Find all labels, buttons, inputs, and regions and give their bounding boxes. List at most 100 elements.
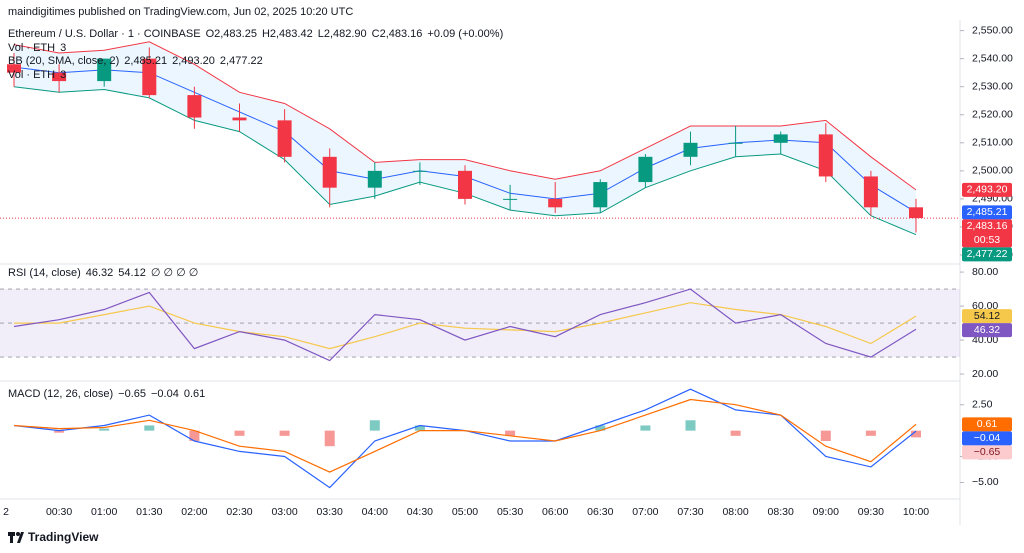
- x-tick-label: 04:30: [407, 506, 433, 518]
- price-badge: [962, 445, 1012, 460]
- candle-body: [683, 142, 698, 157]
- legend-text: 0.61: [184, 388, 205, 400]
- macd-histogram-bar: [234, 430, 245, 436]
- x-tick-label: 08:00: [722, 506, 748, 518]
- legend-text: 2,485.21: [124, 55, 167, 67]
- candle-body: [52, 72, 67, 82]
- legend-text: ∅ ∅ ∅ ∅: [151, 267, 199, 279]
- candle-body: [322, 156, 337, 188]
- macd-histogram-bar: [595, 425, 606, 431]
- price-badge-label: −0.65: [974, 446, 1001, 458]
- candle-body: [187, 95, 202, 118]
- legend-text: 2,477.22: [220, 55, 263, 67]
- x-tick-label: 02:00: [181, 506, 207, 518]
- legend-text: 3: [60, 42, 66, 54]
- price-badge: [962, 247, 1012, 262]
- legend-text: −0.65: [118, 388, 146, 400]
- legend-text: −0.04: [151, 388, 179, 400]
- price-badge-label: 54.12: [974, 310, 1000, 322]
- legend-text: +0.09 (+0.00%): [427, 28, 503, 40]
- legend-text: Ethereum / U.S. Dollar · 1 · COINBASE: [8, 28, 201, 40]
- candle-body: [412, 170, 427, 172]
- macd-histogram-bar: [324, 430, 335, 447]
- x-tick-label: 07:30: [677, 506, 703, 518]
- bollinger-line: [13, 41, 917, 191]
- publisher-header: maindigitimes published on TradingView.c…: [8, 6, 353, 18]
- candle-body: [728, 142, 743, 144]
- x-tick-label: 05:00: [452, 506, 478, 518]
- x-tick-label: 00:30: [46, 506, 72, 518]
- x-tick-label: 06:30: [587, 506, 613, 518]
- x-tick-label: 2: [3, 506, 9, 518]
- y-tick-label: 2,510.00: [972, 137, 1013, 149]
- y-tick-label: 2,520.00: [972, 109, 1013, 121]
- price-badge-label: 2,483.16: [967, 220, 1008, 232]
- y-tick-label: 2.50: [972, 399, 993, 411]
- legend-text: Vol · ETH: [8, 69, 55, 81]
- macd-histogram-bar: [865, 430, 876, 436]
- y-tick-label: 2,550.00: [972, 24, 1013, 36]
- x-tick-label: 07:00: [632, 506, 658, 518]
- y-tick-label: 2,530.00: [972, 80, 1013, 92]
- y-tick-label: 60.00: [972, 300, 998, 312]
- macd-histogram-bar: [730, 430, 741, 436]
- candle-body: [593, 182, 608, 208]
- candle-body: [232, 117, 247, 121]
- price-badge-label: 00:53: [974, 234, 1000, 246]
- macd-histogram-bar: [54, 430, 65, 433]
- x-tick-label: 01:00: [91, 506, 117, 518]
- legend-text: Vol · ETH: [8, 42, 55, 54]
- x-tick-label: 09:00: [813, 506, 839, 518]
- price-badge: [962, 205, 1012, 220]
- candle-body: [909, 207, 923, 219]
- macd-line: [13, 398, 917, 473]
- legend-text: 2,493.20: [172, 55, 215, 67]
- x-tick-label: 06:00: [542, 506, 568, 518]
- legend-text: 54.12: [118, 267, 146, 279]
- x-tick-label: 02:30: [226, 506, 252, 518]
- y-tick-label: 20.00: [972, 368, 998, 380]
- price-badge: [962, 182, 1012, 197]
- candle-body: [548, 198, 563, 208]
- candle-body: [773, 134, 788, 143]
- y-tick-label: −5.00: [972, 476, 999, 488]
- price-badge: [962, 431, 1012, 446]
- price-badge-label: 0.61: [977, 418, 998, 430]
- candle-body: [97, 58, 112, 82]
- macd-histogram-bar: [279, 430, 290, 436]
- legend-text: MACD (12, 26, close): [8, 388, 113, 400]
- footer-brand: TradingView: [28, 530, 99, 544]
- price-badge-label: 2,477.22: [967, 248, 1008, 260]
- macd-histogram-bar: [911, 430, 921, 438]
- legend-text: 46.32: [86, 267, 114, 279]
- legend-text: O2,483.25: [206, 28, 257, 40]
- candle-body: [367, 170, 382, 188]
- macd-histogram-bar: [99, 428, 110, 431]
- x-tick-label: 04:00: [362, 506, 388, 518]
- legend-text: L2,482.90: [318, 28, 367, 40]
- tradingview-logo: [8, 532, 24, 543]
- price-badge: [962, 309, 1012, 324]
- macd-histogram-bar: [685, 420, 696, 431]
- x-tick-label: 03:30: [317, 506, 343, 518]
- candle-body: [638, 156, 653, 183]
- macd-histogram-bar: [820, 430, 831, 441]
- y-tick-label: 2,540.00: [972, 52, 1013, 64]
- x-tick-label: 09:30: [858, 506, 884, 518]
- price-badge-label: 46.32: [974, 324, 1000, 336]
- legend-text: BB (20, SMA, close, 2): [8, 55, 119, 67]
- price-badge-label: 2,485.21: [967, 206, 1008, 218]
- price-badge-label: −0.04: [974, 432, 1001, 444]
- y-tick-label: 80.00: [972, 266, 998, 278]
- candle-body: [142, 58, 157, 96]
- candle-body: [818, 134, 833, 177]
- x-tick-label: 01:30: [136, 506, 162, 518]
- macd-histogram-bar: [414, 425, 425, 431]
- price-badge: [962, 417, 1012, 432]
- y-tick-label: 2,500.00: [972, 165, 1013, 177]
- x-tick-label: 05:30: [497, 506, 523, 518]
- price-badge-label: 2,493.20: [967, 184, 1008, 196]
- price-badge: [962, 323, 1012, 338]
- rsi-line: [13, 288, 917, 362]
